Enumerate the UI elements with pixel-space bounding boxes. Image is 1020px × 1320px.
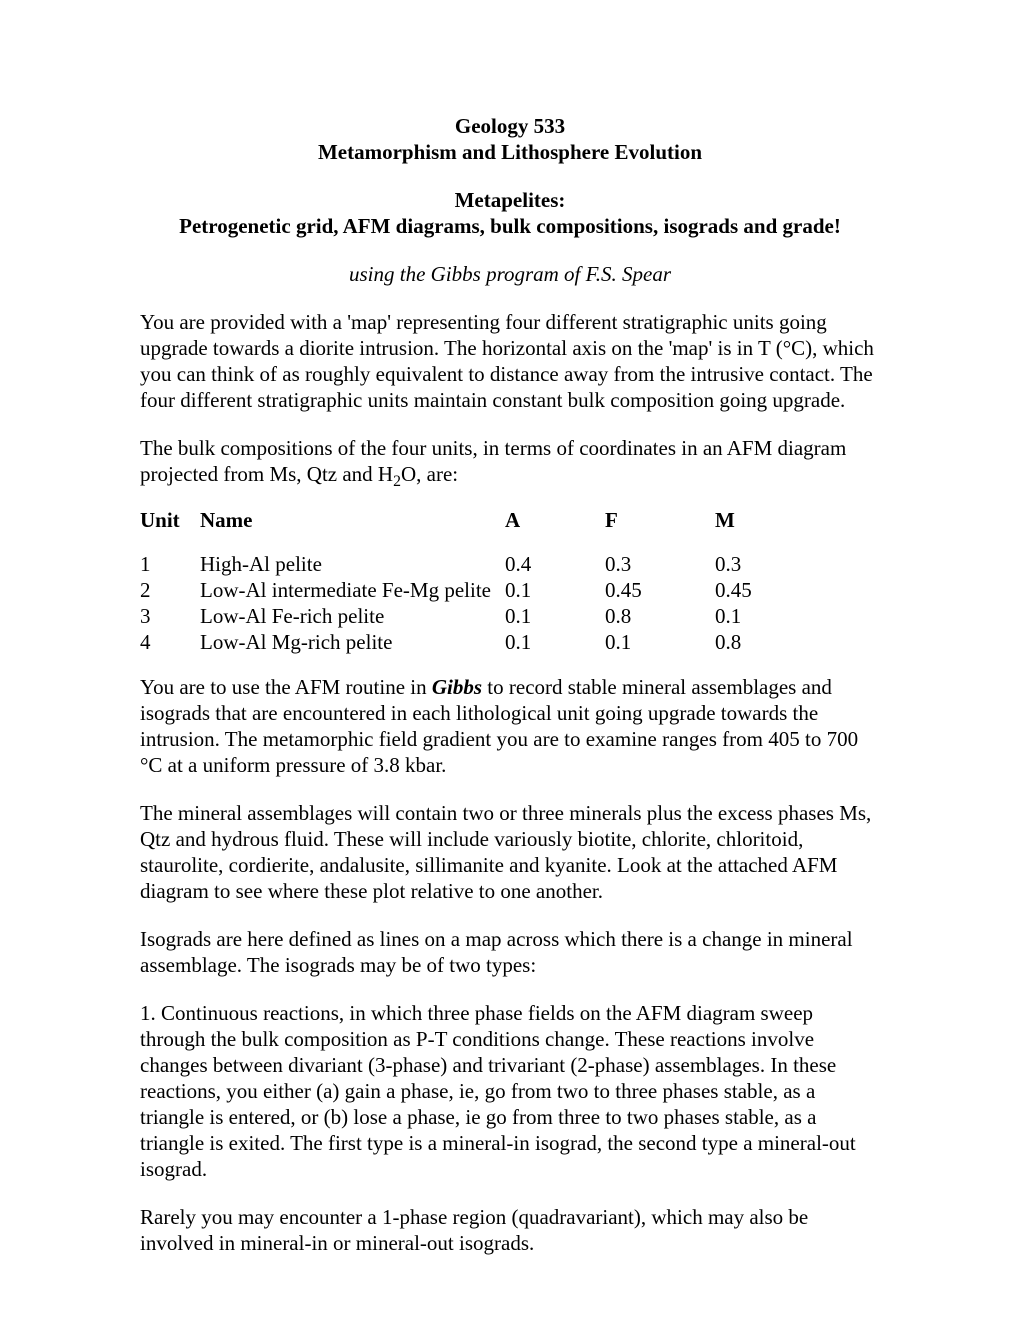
paragraph-quadravariant: Rarely you may encounter a 1-phase regio… [140, 1204, 880, 1256]
paragraph-isograds: Isograds are here defined as lines on a … [140, 926, 880, 978]
cell-unit: 1 [140, 551, 200, 577]
cell-f: 0.8 [605, 603, 715, 629]
cell-m: 0.45 [715, 577, 795, 603]
table-row: 4 Low-Al Mg-rich pelite 0.1 0.1 0.8 [140, 629, 795, 655]
document-page: Geology 533 Metamorphism and Lithosphere… [0, 0, 1020, 1320]
cell-m: 0.8 [715, 629, 795, 655]
cell-unit: 2 [140, 577, 200, 603]
cell-name: Low-Al Fe-rich pelite [200, 603, 505, 629]
afm-table: Unit Name A F M 1 High-Al pelite 0.4 0.3… [140, 507, 795, 655]
para2-post: O, are: [401, 462, 458, 486]
th-f: F [605, 507, 715, 551]
para2-pre: The bulk compositions of the four units,… [140, 436, 846, 486]
th-name: Name [200, 507, 505, 551]
th-unit: Unit [140, 507, 200, 551]
th-a: A [505, 507, 605, 551]
cell-f: 0.1 [605, 629, 715, 655]
paragraph-intro: You are provided with a 'map' representi… [140, 309, 880, 413]
cell-a: 0.4 [505, 551, 605, 577]
attribution: using the Gibbs program of F.S. Spear [140, 261, 880, 287]
paragraph-bulk-comp: The bulk compositions of the four units,… [140, 435, 880, 487]
th-m: M [715, 507, 795, 551]
paragraph-continuous: 1. Continuous reactions, in which three … [140, 1000, 880, 1182]
table-row: 2 Low-Al intermediate Fe-Mg pelite 0.1 0… [140, 577, 795, 603]
course-subtitle: Metamorphism and Lithosphere Evolution [140, 139, 880, 165]
cell-unit: 3 [140, 603, 200, 629]
para2-subscript: 2 [393, 474, 401, 491]
paragraph-gibbs: You are to use the AFM routine in Gibbs … [140, 674, 880, 778]
cell-name: Low-Al Mg-rich pelite [200, 629, 505, 655]
cell-a: 0.1 [505, 603, 605, 629]
cell-a: 0.1 [505, 577, 605, 603]
cell-m: 0.1 [715, 603, 795, 629]
paragraph-minerals: The mineral assemblages will contain two… [140, 800, 880, 904]
para3-pre: You are to use the AFM routine in [140, 675, 432, 699]
gibbs-em: Gibbs [432, 675, 482, 699]
topic-subtitle: Petrogenetic grid, AFM diagrams, bulk co… [140, 213, 880, 239]
table-row: 3 Low-Al Fe-rich pelite 0.1 0.8 0.1 [140, 603, 795, 629]
cell-unit: 4 [140, 629, 200, 655]
cell-m: 0.3 [715, 551, 795, 577]
course-title: Geology 533 [140, 113, 880, 139]
cell-f: 0.3 [605, 551, 715, 577]
table-row: 1 High-Al pelite 0.4 0.3 0.3 [140, 551, 795, 577]
topic-title: Metapelites: [140, 187, 880, 213]
cell-a: 0.1 [505, 629, 605, 655]
cell-name: High-Al pelite [200, 551, 505, 577]
cell-name: Low-Al intermediate Fe-Mg pelite [200, 577, 505, 603]
cell-f: 0.45 [605, 577, 715, 603]
table-header-row: Unit Name A F M [140, 507, 795, 551]
